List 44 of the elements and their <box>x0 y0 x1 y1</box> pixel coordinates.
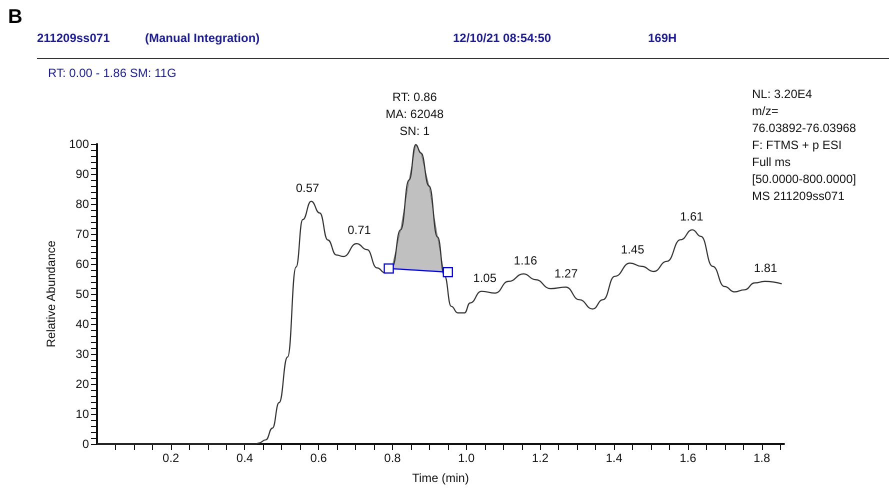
annotation: 1.61 <box>680 209 704 224</box>
text: 211209ss071 <box>37 31 110 45</box>
annotation: 1.45 <box>620 242 645 257</box>
x-axis-title: Time (min) <box>412 471 469 485</box>
y-tick-label: 10 <box>76 407 90 421</box>
annotation: RT: 0.86 MA: 62048 SN: 1 <box>386 90 444 138</box>
text: m/z= <box>752 103 780 120</box>
y-tick-label: 0 <box>82 437 90 451</box>
y-tick-label: 40 <box>76 317 90 331</box>
text: 76.03892-76.03968 <box>752 120 856 137</box>
x-tick-label: 1.4 <box>606 451 623 465</box>
x-tick-label: 1.8 <box>753 451 771 465</box>
y-axis-title: Relative Abundance <box>44 240 58 348</box>
annotation: 1.05 <box>473 270 497 285</box>
annotation: MS 211209ss071 <box>752 188 846 205</box>
y-tick-label: 100 <box>68 137 90 151</box>
y-tick-label: 70 <box>76 227 90 241</box>
text: 169H <box>648 31 677 45</box>
annotation: F: FTMS + p ESI <box>752 137 843 154</box>
annotation: 1.16 <box>514 253 538 268</box>
annotation: 1.27 <box>554 266 578 281</box>
annotation: [50.0000-800.0000] <box>752 171 856 188</box>
y-tick-label: 90 <box>76 167 90 181</box>
annotation: 1.81 <box>754 260 778 275</box>
annotation: 0.57 <box>296 180 320 195</box>
x-tick-label: 1.0 <box>458 451 476 465</box>
text: (Manual Integration) <box>145 31 260 45</box>
chart-subtitle: RT: 0.00 - 1.86 SM: 11G <box>48 66 176 80</box>
x-tick-label: 0.2 <box>162 451 180 465</box>
annotation: Full ms <box>752 154 792 171</box>
x-tick-label: 0.8 <box>384 451 402 465</box>
x-tick-label: 0.4 <box>236 451 254 465</box>
text: NL: 3.20E4 <box>752 86 814 103</box>
y-tick-label: 20 <box>76 377 90 391</box>
y-tick-label: 80 <box>76 197 90 211</box>
x-tick-label: 0.6 <box>310 451 328 465</box>
y-tick-label: 30 <box>76 347 90 361</box>
x-tick-label: 1.6 <box>680 451 697 465</box>
y-tick-label: 60 <box>76 257 90 271</box>
annotation: 0.71 <box>348 223 372 238</box>
y-tick-label: 50 <box>76 287 90 301</box>
x-tick-label: 1.2 <box>532 451 549 465</box>
chart-title: B <box>8 6 22 29</box>
text: 12/10/21 08:54:50 <box>453 31 552 45</box>
